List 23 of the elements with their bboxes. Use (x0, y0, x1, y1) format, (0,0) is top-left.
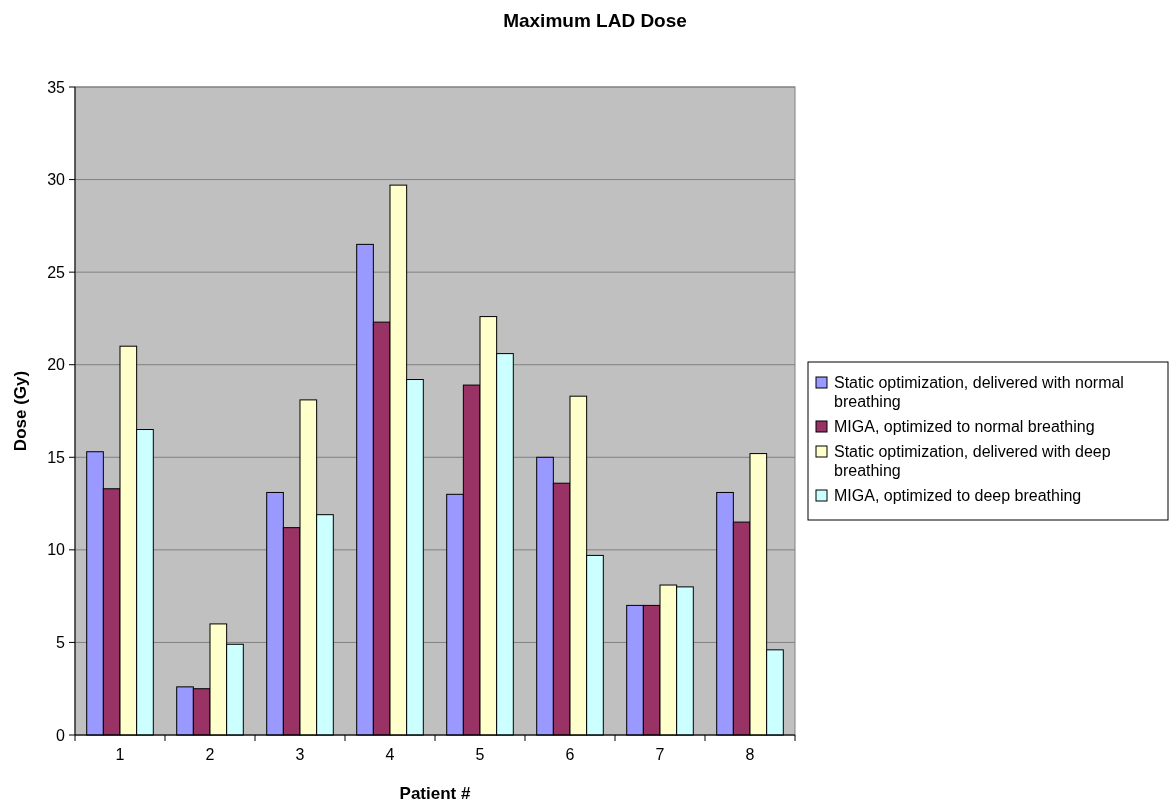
y-tick-label: 35 (47, 78, 66, 96)
y-tick-label: 25 (47, 263, 66, 281)
legend-label: MIGA, optimized to normal breathing (834, 418, 1095, 435)
y-axis-title: Dose (Gy) (11, 370, 30, 452)
y-tick-label: 30 (47, 171, 66, 189)
y-tick-label: 20 (47, 356, 66, 374)
y-tick-label: 0 (56, 726, 66, 744)
x-tick-label: 4 (385, 746, 395, 763)
legend-label: Static optimization, delivered with deep breathing (834, 443, 1111, 479)
x-tick-label: 6 (565, 746, 575, 763)
x-tick-label: 5 (475, 746, 485, 763)
x-tick-label: 1 (115, 746, 125, 763)
y-tick-label: 5 (56, 634, 66, 652)
legend-label: Static optimization, delivered with normal breathing (834, 374, 1124, 410)
x-axis-title: Patient # (399, 784, 471, 803)
y-tick-label: 15 (47, 448, 66, 466)
legend-label: MIGA, optimized to deep breathing (834, 487, 1082, 504)
chart-title: Maximum LAD Dose (503, 10, 687, 31)
x-tick-label: 7 (655, 746, 665, 763)
x-tick-label: 3 (295, 746, 305, 763)
x-tick-label: 2 (205, 746, 215, 763)
y-tick-label: 10 (47, 541, 66, 559)
x-tick-label: 8 (745, 746, 755, 763)
